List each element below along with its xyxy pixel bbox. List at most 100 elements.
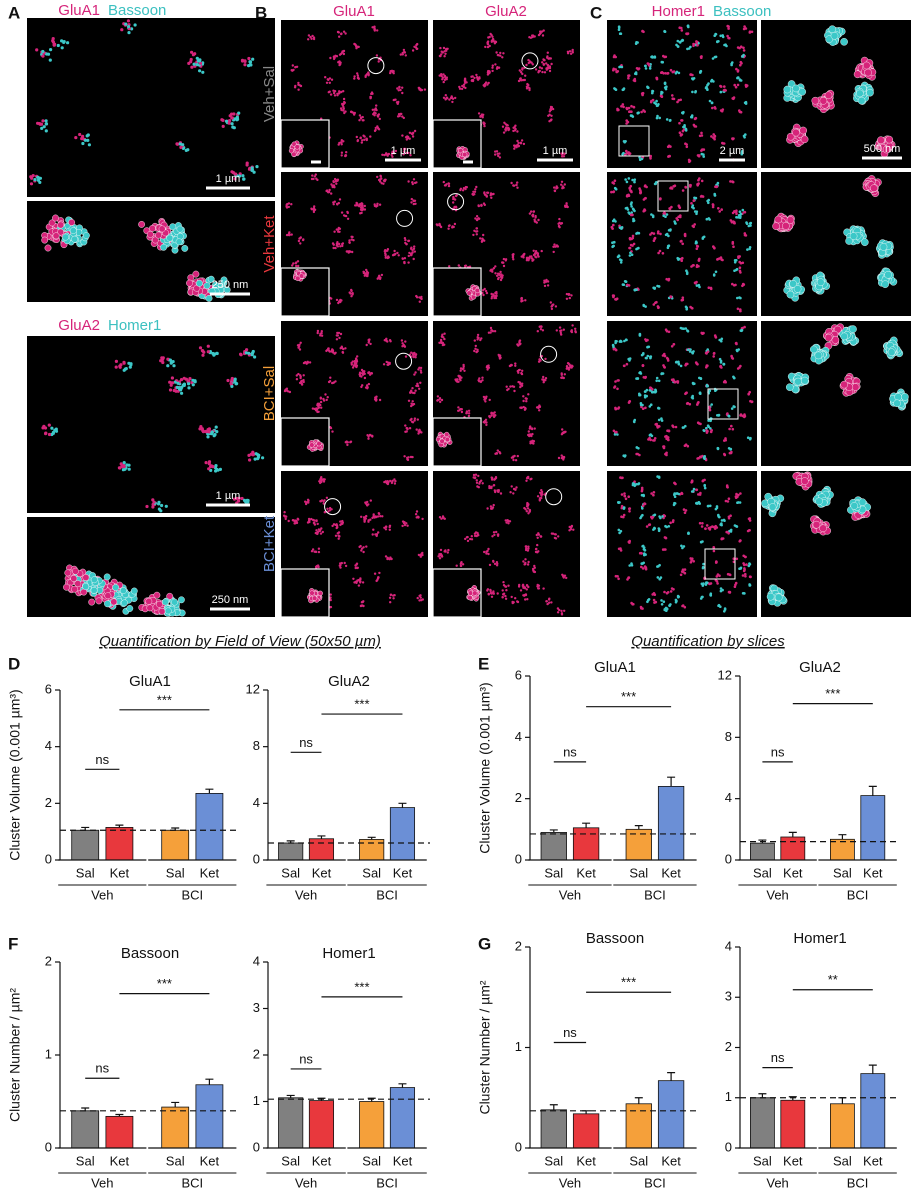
molecule-dot (465, 412, 468, 415)
molecule-dot (611, 219, 615, 223)
molecule-dot (622, 283, 626, 287)
molecule-dot (563, 373, 566, 376)
molecule-dot (355, 135, 358, 139)
molecule-dot (726, 24, 729, 28)
molecule-dot (631, 178, 634, 182)
molecule-dot (526, 476, 529, 479)
molecule-dot (48, 58, 52, 62)
molecule-dot (412, 247, 416, 250)
molecule-dot (475, 534, 478, 538)
molecule-dot (186, 148, 190, 152)
molecule-dot (175, 238, 183, 246)
image-panel (27, 336, 275, 513)
molecule-dot (476, 338, 479, 341)
molecule-dot (343, 101, 346, 105)
molecule-dot (241, 174, 245, 178)
molecule-dot (413, 419, 416, 422)
molecule-dot (401, 134, 404, 137)
molecule-dot (196, 59, 200, 63)
molecule-dot (707, 82, 710, 85)
molecule-dot (201, 428, 205, 433)
molecule-dot (218, 467, 222, 471)
molecule-dot (412, 352, 416, 356)
molecule-dot (315, 408, 319, 411)
molecule-dot (44, 432, 48, 436)
molecule-dot (128, 365, 132, 369)
molecule-dot (346, 217, 350, 220)
molecule-dot (470, 538, 474, 541)
molecule-dot (44, 129, 48, 133)
molecule-dot (641, 93, 644, 97)
molecule-dot (546, 51, 549, 54)
molecule-dot (195, 63, 199, 67)
molecule-dot (543, 284, 547, 288)
molecule-dot (388, 596, 392, 599)
molecule-dot (406, 135, 409, 138)
molecule-dot (459, 369, 462, 372)
molecule-dot (558, 221, 561, 224)
molecule-dot (665, 277, 668, 281)
molecule-dot (574, 327, 577, 330)
molecule-dot (331, 242, 335, 245)
molecule-dot (530, 440, 533, 443)
molecule-dot (483, 398, 486, 401)
molecule-dot (356, 76, 360, 80)
molecule-dot (448, 224, 451, 227)
molecule-dot (444, 94, 447, 97)
molecule-dot (741, 208, 745, 212)
molecule-dot (43, 426, 48, 430)
molecule-dot (786, 290, 795, 299)
molecule-dot (728, 36, 731, 40)
molecule-dot (542, 63, 545, 66)
molecule-dot (487, 552, 490, 556)
molecule-dot (746, 248, 749, 251)
molecule-dot (160, 503, 164, 508)
molecule-dot (519, 77, 522, 80)
molecule-dot (325, 496, 329, 499)
molecule-dot (475, 230, 478, 233)
molecule-dot (623, 140, 626, 144)
molecule-dot (451, 100, 454, 104)
molecule-dot (356, 45, 359, 48)
molecule-dot (383, 480, 386, 484)
molecule-dot (531, 34, 534, 37)
molecule-dot (665, 213, 669, 216)
molecule-dot (540, 489, 543, 492)
molecule-dot (527, 58, 530, 62)
molecule-dot (494, 265, 497, 268)
molecule-dot (299, 242, 302, 245)
molecule-dot (482, 233, 485, 237)
molecule-dot (410, 201, 413, 204)
molecule-dot (179, 145, 183, 149)
molecule-dot (533, 564, 536, 568)
molecule-dot (352, 577, 355, 580)
molecule-dot (657, 230, 660, 233)
molecule-dot (538, 409, 541, 412)
molecule-dot (515, 486, 518, 489)
molecule-dot (748, 30, 752, 33)
molecule-dot (317, 406, 321, 409)
molecule-dot (545, 67, 548, 70)
molecule-dot (160, 243, 168, 251)
molecule-dot (475, 73, 478, 77)
molecule-dot (493, 562, 497, 566)
molecule-dot (337, 537, 340, 540)
molecule-dot (363, 376, 367, 380)
molecule-dot (523, 78, 526, 82)
molecule-dot (122, 461, 126, 465)
molecule-dot (489, 32, 492, 36)
molecule-dot (546, 602, 549, 606)
molecule-dot (481, 376, 484, 379)
molecule-dot (458, 85, 461, 89)
molecule-dot (743, 136, 746, 139)
molecule-dot (482, 121, 485, 124)
molecule-dot (317, 590, 323, 596)
molecule-dot (299, 380, 303, 384)
molecule-dot (362, 604, 365, 608)
molecule-dot (622, 105, 625, 109)
molecule-dot (643, 390, 647, 393)
molecule-dot (362, 550, 365, 554)
molecule-dot (457, 264, 460, 267)
molecule-dot (511, 256, 515, 259)
molecule-dot (419, 381, 422, 384)
